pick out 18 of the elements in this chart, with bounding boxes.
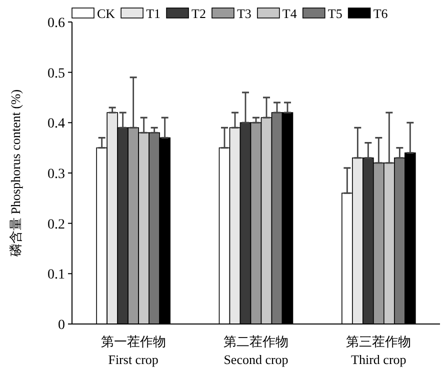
legend-label: T6 — [373, 6, 388, 21]
y-tick-label: 0.5 — [48, 66, 65, 82]
y-tick-label: 0.4 — [48, 116, 65, 132]
y-tick-label: 0.6 — [48, 16, 65, 31]
x-tick-label: 第三茬作物 Third crop — [346, 334, 412, 367]
x-tick-label: 第一茬作物 First crop — [100, 334, 166, 367]
y-axis-title: 磷含量 Phosphorus content (%) — [8, 89, 23, 258]
x-tick-label: 第二茬作物 Second crop — [224, 334, 288, 367]
legend-label: T2 — [192, 6, 206, 21]
y-tick-label: 0 — [58, 318, 65, 333]
y-tick-label: 0.2 — [48, 217, 65, 232]
legend-label: T4 — [282, 6, 298, 21]
legend-label: T3 — [236, 6, 252, 21]
legend-label: T5 — [328, 6, 342, 21]
legend-label: T1 — [146, 6, 161, 21]
y-tick-label: 0.3 — [48, 167, 65, 182]
y-tick-label: 0.1 — [48, 268, 65, 283]
legend-label: CK — [97, 6, 116, 21]
